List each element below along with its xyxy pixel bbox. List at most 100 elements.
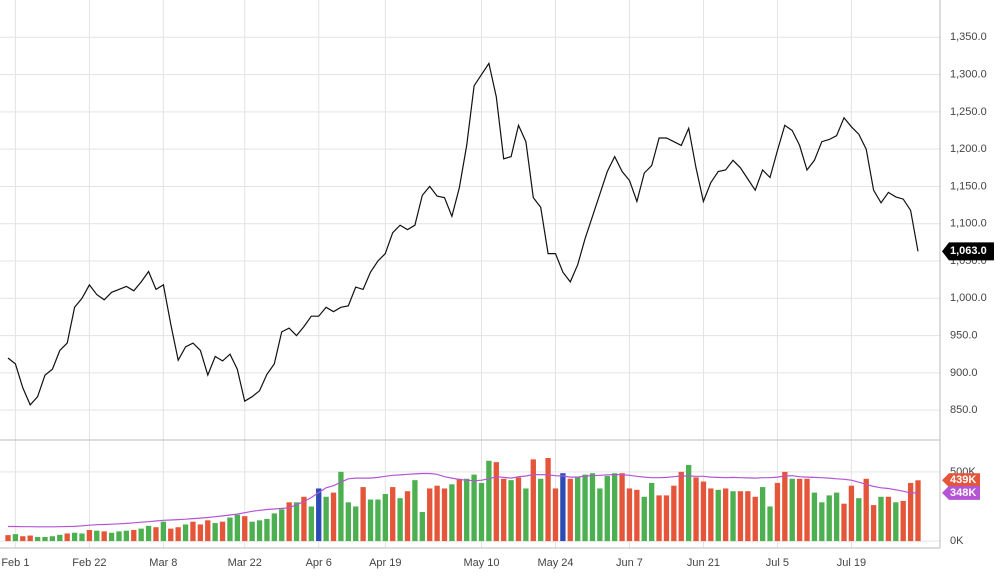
volume-bar [538, 478, 544, 542]
volume-bar [656, 495, 662, 542]
volume-bar [486, 460, 492, 542]
volume-bar [108, 532, 115, 542]
volume-bar [730, 491, 736, 542]
volume-bar [663, 495, 670, 542]
volume-bar [27, 535, 33, 542]
volume-bar [789, 478, 795, 542]
volume-bar [79, 533, 85, 542]
x-tick-label: Feb 22 [72, 557, 106, 569]
volume-bar [101, 531, 107, 542]
volume-bar [360, 487, 366, 542]
value-tag [942, 473, 980, 488]
volume-bar [34, 536, 41, 542]
volume-bar [441, 488, 448, 542]
volume-bar [796, 478, 803, 542]
x-tick-label: Apr 6 [306, 557, 332, 569]
volume-bar [20, 536, 26, 542]
volume-bar [256, 520, 263, 542]
y-tick-label: 1,200.0 [950, 143, 987, 155]
volume-bar [382, 494, 388, 542]
volume-bar [316, 488, 322, 542]
volume-bar [722, 488, 729, 542]
volume-bar [700, 481, 707, 542]
volume-bar [685, 464, 692, 542]
volume-bar [715, 489, 721, 542]
volume-bar [153, 527, 159, 542]
x-tick-label: Feb 1 [1, 557, 29, 569]
volume-bar [782, 471, 788, 542]
value-tag-label: 1,063.0 [950, 245, 987, 257]
volume-bar [841, 503, 847, 542]
x-tick-label: Jun 7 [616, 557, 643, 569]
x-tick-label: Jul 19 [837, 557, 866, 569]
volume-bar [493, 462, 499, 542]
volume-bar [293, 502, 300, 542]
volume-bar [619, 473, 625, 542]
price-line [7, 61, 919, 406]
volume-bar [501, 478, 507, 542]
volume-bar [427, 488, 433, 542]
y-tick-label: 0K [950, 535, 964, 547]
volume-bar [626, 488, 633, 542]
volume-bar [390, 487, 396, 542]
volume-bar [907, 482, 914, 542]
y-tick-label: 1,000.0 [950, 292, 987, 304]
volume-bar [774, 482, 781, 542]
volume-bar [227, 517, 233, 542]
volume-bar [49, 536, 56, 542]
volume-bar [767, 506, 773, 542]
volume-bar [915, 480, 921, 542]
volume-bar [279, 509, 285, 542]
volume-bar [160, 521, 167, 542]
x-tick-label: Jul 5 [766, 557, 789, 569]
value-tag [942, 242, 994, 261]
volume-bar [71, 532, 78, 542]
volume-bar [848, 485, 855, 542]
volume-bar [64, 533, 70, 542]
volume-bar [612, 473, 618, 542]
volume-bar [804, 478, 810, 542]
y-tick-label: 1,100.0 [950, 218, 987, 230]
volume-bar [242, 516, 248, 542]
volume-bar [12, 534, 19, 542]
volume-bar [515, 477, 522, 542]
x-tick-label: Mar 22 [228, 557, 262, 569]
volume-bar [759, 487, 766, 542]
volume-bar [708, 488, 714, 542]
volume-bar [826, 495, 832, 542]
volume-bar [597, 488, 603, 542]
volume-bar [249, 521, 255, 542]
volume-bar [212, 523, 218, 542]
volume-bar [523, 488, 529, 542]
y-tick-label: 1,300.0 [950, 68, 987, 80]
value-tag-label: 439K [950, 474, 976, 486]
volume-bar [478, 482, 485, 542]
volume-bar [190, 521, 196, 542]
volume-bar [811, 492, 818, 542]
volume-bar [530, 459, 536, 542]
x-tick-label: Jun 21 [687, 557, 720, 569]
volume-bar [589, 473, 596, 542]
y-tick-label: 850.0 [950, 404, 978, 416]
volume-bar [330, 492, 337, 542]
volume-bar [434, 485, 440, 542]
y-tick-label: 1,250.0 [950, 106, 987, 118]
volume-bar [264, 518, 270, 542]
volume-bar [449, 484, 455, 542]
volume-bar [833, 492, 840, 542]
volume-bar [5, 535, 11, 542]
volume-bar [575, 477, 581, 542]
y-tick-label: 950.0 [950, 329, 978, 341]
volume-bar [271, 513, 278, 542]
volume-bar [819, 502, 825, 542]
x-tick-label: May 24 [537, 557, 573, 569]
volume-bar [900, 500, 906, 542]
volume-bar [419, 512, 425, 542]
x-tick-label: Apr 19 [369, 557, 401, 569]
volume-bar [560, 473, 566, 542]
volume-bar [345, 502, 351, 542]
volume-bar [456, 478, 462, 542]
volume-bar [375, 499, 381, 542]
volume-bar [308, 506, 314, 542]
